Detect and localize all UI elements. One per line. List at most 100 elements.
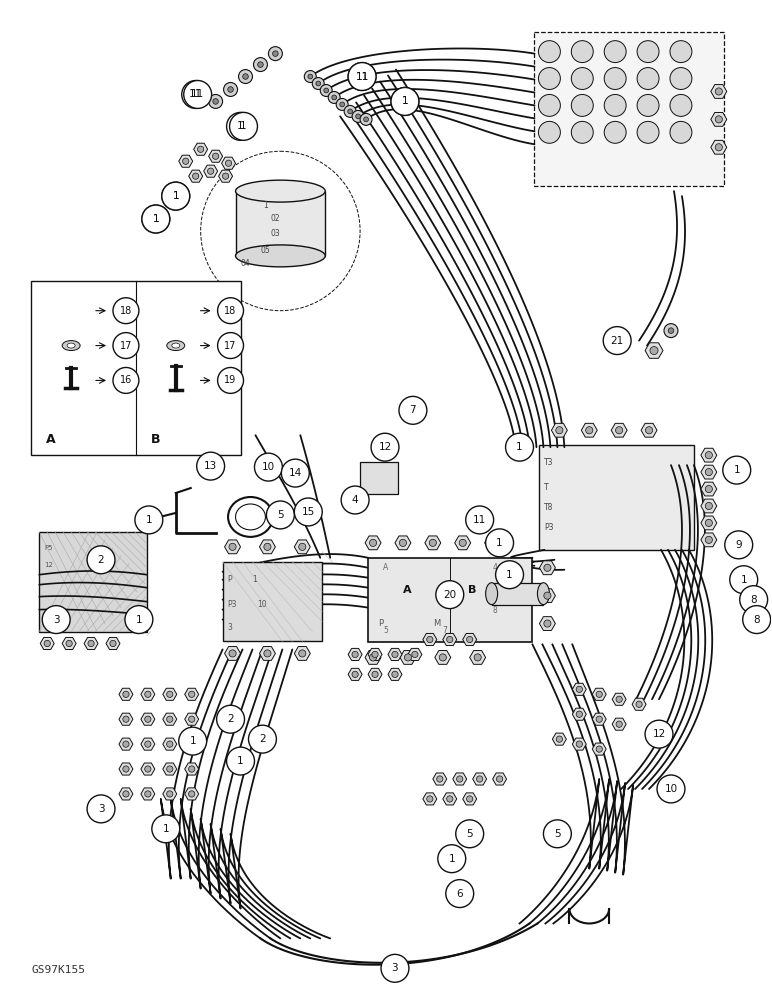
Circle shape <box>506 433 533 461</box>
Polygon shape <box>540 589 555 603</box>
Circle shape <box>167 716 173 722</box>
Polygon shape <box>84 637 98 650</box>
Text: 1: 1 <box>162 824 169 834</box>
Polygon shape <box>259 647 276 660</box>
Text: A: A <box>383 563 388 572</box>
Text: 3: 3 <box>52 615 59 625</box>
Circle shape <box>447 796 453 802</box>
Circle shape <box>304 71 317 83</box>
Circle shape <box>576 711 582 717</box>
Polygon shape <box>551 423 567 437</box>
Polygon shape <box>592 743 606 755</box>
Polygon shape <box>119 688 133 700</box>
Text: 21: 21 <box>611 336 624 346</box>
Polygon shape <box>365 651 381 664</box>
Circle shape <box>637 121 659 143</box>
Circle shape <box>429 539 436 546</box>
Ellipse shape <box>235 180 325 202</box>
Text: 1: 1 <box>401 96 408 106</box>
Polygon shape <box>423 633 437 646</box>
Polygon shape <box>388 668 402 680</box>
Polygon shape <box>185 688 198 700</box>
Text: 6: 6 <box>456 889 463 899</box>
Circle shape <box>538 94 560 116</box>
Circle shape <box>486 529 513 557</box>
Text: F: F <box>513 581 517 590</box>
Text: 1: 1 <box>252 575 257 584</box>
Circle shape <box>217 705 245 733</box>
Circle shape <box>372 651 378 658</box>
Circle shape <box>706 469 713 476</box>
Polygon shape <box>641 423 657 437</box>
Circle shape <box>123 691 129 697</box>
Circle shape <box>123 716 129 722</box>
Circle shape <box>466 636 472 643</box>
Circle shape <box>162 182 190 210</box>
Text: 3: 3 <box>391 963 398 973</box>
Text: 7: 7 <box>410 405 416 415</box>
Text: 9: 9 <box>736 540 742 550</box>
Text: 8: 8 <box>493 606 497 615</box>
Text: 15: 15 <box>302 507 315 517</box>
Polygon shape <box>701 499 717 513</box>
Polygon shape <box>581 423 598 437</box>
Polygon shape <box>185 788 198 800</box>
Text: 3: 3 <box>228 623 232 632</box>
Polygon shape <box>141 688 155 700</box>
Circle shape <box>184 81 212 108</box>
Circle shape <box>312 78 324 89</box>
Circle shape <box>476 776 482 782</box>
Text: T3: T3 <box>544 458 554 467</box>
Polygon shape <box>204 165 218 177</box>
Circle shape <box>188 791 195 797</box>
Circle shape <box>183 158 189 164</box>
Text: 5: 5 <box>466 829 473 839</box>
Polygon shape <box>348 668 362 680</box>
Circle shape <box>144 791 151 797</box>
Circle shape <box>364 117 368 122</box>
Circle shape <box>637 94 659 116</box>
FancyBboxPatch shape <box>235 191 325 256</box>
Text: 2: 2 <box>227 714 234 724</box>
Polygon shape <box>388 648 402 660</box>
Circle shape <box>411 651 418 658</box>
Polygon shape <box>185 713 198 725</box>
Circle shape <box>144 691 151 697</box>
FancyBboxPatch shape <box>540 445 694 550</box>
Circle shape <box>645 427 652 434</box>
Text: 1: 1 <box>733 465 740 475</box>
Circle shape <box>336 98 348 110</box>
Circle shape <box>543 564 551 571</box>
Circle shape <box>87 795 115 823</box>
Circle shape <box>405 654 411 661</box>
Text: 12: 12 <box>652 729 665 739</box>
Circle shape <box>344 105 356 117</box>
Circle shape <box>142 205 170 233</box>
Polygon shape <box>469 651 486 664</box>
Circle shape <box>576 741 582 747</box>
Polygon shape <box>443 793 457 805</box>
Text: 1: 1 <box>496 538 503 548</box>
Polygon shape <box>225 647 241 660</box>
Circle shape <box>340 102 344 107</box>
Circle shape <box>218 367 243 393</box>
Text: 1: 1 <box>153 214 159 224</box>
Polygon shape <box>119 738 133 750</box>
Circle shape <box>391 87 419 115</box>
Text: 18: 18 <box>120 306 132 316</box>
Circle shape <box>615 427 623 434</box>
FancyBboxPatch shape <box>492 583 543 605</box>
Text: 10: 10 <box>262 462 275 472</box>
Circle shape <box>372 671 378 678</box>
FancyBboxPatch shape <box>39 532 147 632</box>
Text: 1: 1 <box>237 756 244 766</box>
Circle shape <box>348 63 376 90</box>
Circle shape <box>669 328 674 333</box>
Text: T8: T8 <box>544 503 554 512</box>
Circle shape <box>222 173 229 179</box>
Circle shape <box>664 324 678 338</box>
Circle shape <box>264 543 271 550</box>
Circle shape <box>229 112 258 140</box>
Text: 13: 13 <box>204 461 217 471</box>
Circle shape <box>167 766 173 772</box>
